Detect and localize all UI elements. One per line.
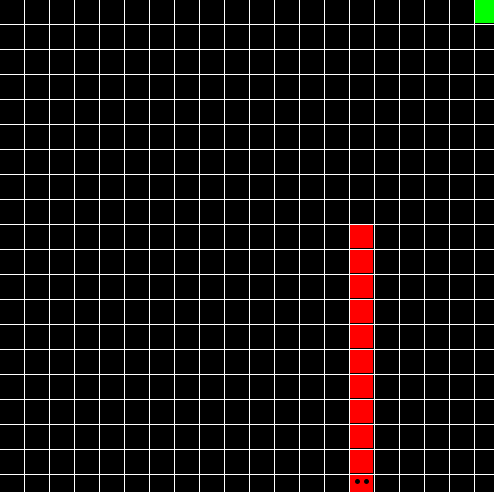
snake-eye-right <box>364 479 369 484</box>
snake-body-segment <box>350 450 373 473</box>
snake-head <box>350 475 373 492</box>
snake-body-segment <box>350 400 373 423</box>
snake-body-segment <box>350 425 373 448</box>
snake-body-segment <box>350 375 373 398</box>
food-item <box>475 0 494 23</box>
snake-body-segment <box>350 275 373 298</box>
snake-eye-left <box>355 479 360 484</box>
snake-body-segment <box>350 225 373 248</box>
snake-body-segment <box>350 325 373 348</box>
snake-body-segment <box>350 300 373 323</box>
snake-body-segment <box>350 350 373 373</box>
snake-body-segment <box>350 250 373 273</box>
